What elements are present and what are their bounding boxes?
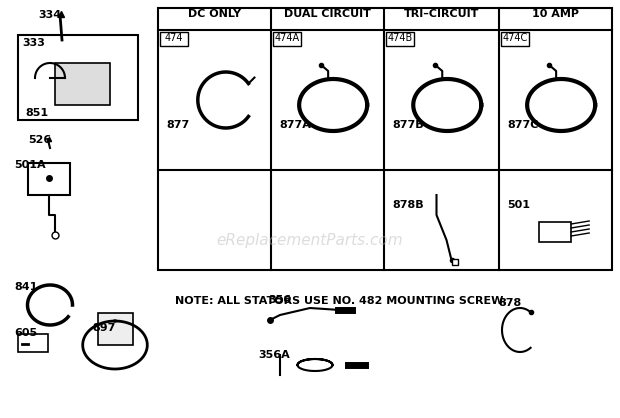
Text: 877B: 877B [392,120,423,130]
Text: DUAL CIRCUIT: DUAL CIRCUIT [284,9,371,19]
Text: 878: 878 [498,298,521,308]
Text: 841: 841 [14,282,37,292]
Text: eReplacementParts.com: eReplacementParts.com [216,232,404,247]
Bar [273,32,301,46]
Text: 334: 334 [38,10,61,20]
Text: 474C: 474C [502,33,528,43]
Text: 878B: 878B [392,200,423,210]
Text: 10 AMP: 10 AMP [532,9,579,19]
Text: 605: 605 [14,328,37,338]
Text: 877: 877 [166,120,189,130]
Text: 474B: 474B [388,33,413,43]
Text: 526: 526 [28,135,51,145]
Text: DC ONLY: DC ONLY [188,9,241,19]
Text: NOTE: ALL STATORS USE NO. 482 MOUNTING SCREW.: NOTE: ALL STATORS USE NO. 482 MOUNTING S… [175,296,507,306]
Bar [158,8,612,270]
Text: TRI–CIRCUIT: TRI–CIRCUIT [404,9,479,19]
Bar [55,63,110,105]
Text: 501A: 501A [14,160,46,170]
Bar [539,222,571,242]
Bar [28,163,70,195]
Text: 333: 333 [22,38,45,48]
Bar [18,35,138,120]
Text: 877A: 877A [279,120,311,130]
Text: 851: 851 [25,108,48,118]
Text: 897: 897 [92,323,115,333]
Text: 356: 356 [268,295,291,305]
Bar [160,32,188,46]
Text: 474: 474 [165,33,184,43]
Text: 474A: 474A [275,33,299,43]
Bar [386,32,414,46]
Bar [501,32,529,46]
Bar [18,334,48,352]
Bar [98,313,133,345]
Text: 877C: 877C [507,120,538,130]
Text: 356A: 356A [258,350,290,360]
Text: 501: 501 [507,200,530,210]
